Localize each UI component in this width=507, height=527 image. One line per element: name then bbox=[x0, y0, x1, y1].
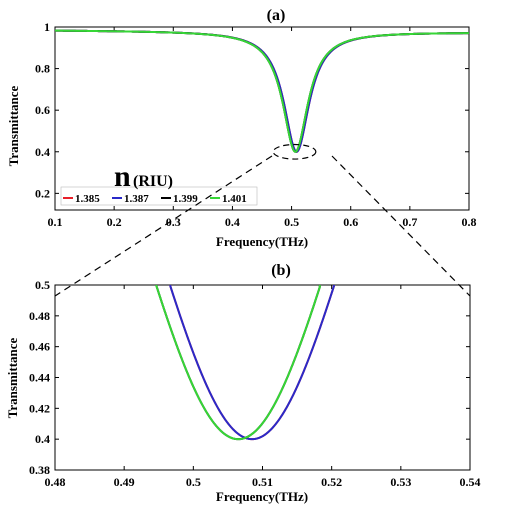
panel-b-series-line-1.385 bbox=[169, 285, 335, 441]
panel-b-x-ticks: 0.48 0.49 0.5 0.51 0.52 0.53 0.54 bbox=[45, 285, 481, 489]
panel-a-series-line-1.387 bbox=[54, 29, 470, 153]
panel-b-y-ticks: 0.38 0.4 0.42 0.44 0.46 0.48 0.5 bbox=[29, 278, 470, 477]
panel-a-x-tick-label: 0.8 bbox=[462, 215, 477, 229]
panel-b-label: (b) bbox=[271, 262, 291, 279]
panel-a-y-tick-label: 0.2 bbox=[35, 186, 50, 200]
legend-box bbox=[60, 186, 258, 206]
panel-b-y-tick-label: 0.42 bbox=[29, 401, 50, 415]
panel-b-x-tick-label: 0.48 bbox=[45, 475, 66, 489]
panel-b-y-axis-label: Transmittance bbox=[5, 337, 20, 418]
panel-b-x-tick-label: 0.54 bbox=[460, 475, 481, 489]
panel-b-x-tick-label: 0.49 bbox=[114, 475, 135, 489]
panel-a-y-tick-label: 0.6 bbox=[35, 103, 50, 117]
panel-a-series-line-1.385 bbox=[54, 29, 470, 153]
legend-label-1.401: 1.401 bbox=[222, 193, 247, 205]
legend-label-1.385: 1.385 bbox=[75, 193, 100, 205]
panel-b-series-line-1.399 bbox=[155, 285, 321, 441]
panel-b-y-tick-label: 0.46 bbox=[29, 340, 50, 354]
panel-a-x-tick-label: 0.3 bbox=[166, 215, 181, 229]
panel-a-x-tick-label: 0.1 bbox=[48, 215, 63, 229]
panel-b-x-axis-label: Frequency(THz) bbox=[216, 489, 308, 504]
panel-a-x-tick-label: 0.5 bbox=[284, 215, 299, 229]
panel-b-series bbox=[155, 285, 335, 441]
panel-b-y-tick-label: 0.4 bbox=[35, 432, 50, 446]
legend-label-1.399: 1.399 bbox=[173, 193, 198, 205]
panel-b-y-tick-label: 0.44 bbox=[29, 371, 50, 385]
legend-title-unit: (RIU) bbox=[133, 173, 173, 190]
legend-title-n: n bbox=[114, 160, 131, 193]
panel-b-axes-box bbox=[54, 284, 471, 471]
panel-a-y-tick-label: 1 bbox=[44, 20, 50, 34]
panel-a-series bbox=[54, 29, 470, 153]
legend-label-1.387: 1.387 bbox=[124, 193, 149, 205]
panel-b-series-line-1.401 bbox=[155, 285, 321, 441]
panel-b-x-tick-label: 0.5 bbox=[186, 475, 201, 489]
zoom-ellipse bbox=[272, 143, 317, 160]
panel-a-x-tick-label: 0.4 bbox=[225, 215, 240, 229]
panel-b-x-tick-label: 0.51 bbox=[252, 475, 273, 489]
panel-a-x-ticks: 0.1 0.2 0.3 0.4 0.5 0.6 0.7 0.8 bbox=[48, 27, 477, 229]
panel-b-y-tick-label: 0.48 bbox=[29, 309, 50, 323]
panel-a-series-line-1.401 bbox=[54, 29, 469, 153]
panel-a-y-tick-label: 0.8 bbox=[35, 62, 50, 76]
panel-a-x-tick-label: 0.2 bbox=[107, 215, 122, 229]
panel-a-axes-box bbox=[54, 26, 470, 211]
panel-a: (a) 0.20.40.60.81 0.1 0.2 0.3 0.4 0.5 0.6 0.7 0… bbox=[6, 7, 477, 249]
zoom-connector-right bbox=[331, 155, 471, 297]
panel-b-y-tick-label: 0.38 bbox=[29, 463, 50, 477]
panel-a-x-tick-label: 0.7 bbox=[402, 215, 417, 229]
legend: n (RIU) 1.385 1.387 1.399 1.401 bbox=[60, 160, 258, 206]
panel-b-y-tick-label: 0.5 bbox=[35, 278, 50, 292]
panel-b-series-line-1.387 bbox=[169, 285, 335, 441]
panel-a-x-axis-label: Frequency(THz) bbox=[216, 234, 308, 249]
panel-a-x-tick-label: 0.6 bbox=[343, 215, 358, 229]
panel-a-y-tick-label: 0.4 bbox=[35, 145, 50, 159]
panel-a-y-ticks: 0.2 0.4 0.6 0.8 1 bbox=[35, 20, 469, 200]
panel-a-y-axis-label: Transmittance bbox=[6, 85, 21, 166]
panel-b-x-tick-label: 0.53 bbox=[390, 475, 411, 489]
panel-a-label: (a) bbox=[267, 7, 286, 24]
panel-a-series-line-1.399 bbox=[54, 29, 469, 153]
panel-b: (b) 0.380.40.420.440.460.480.5 0.48 0.49 0… bbox=[5, 262, 481, 504]
panel-b-x-tick-label: 0.52 bbox=[321, 475, 342, 489]
